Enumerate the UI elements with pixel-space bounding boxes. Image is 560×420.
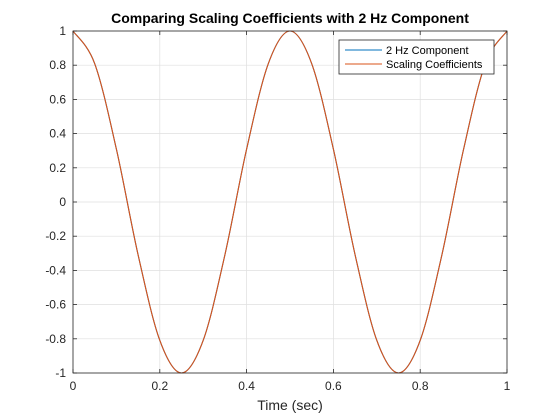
y-tick-label: -0.4 [45, 263, 66, 277]
legend-box [338, 39, 495, 75]
y-tick-label: 0.4 [49, 127, 66, 141]
y-tick-label: 0.2 [49, 161, 66, 175]
y-tick-label: 0 [59, 195, 66, 209]
x-axis-label: Time (sec) [257, 397, 323, 413]
y-tick-label: 1 [59, 24, 66, 38]
y-tick-label: -0.2 [45, 229, 66, 243]
legend: 2 Hz Component Scaling Coefficients [338, 39, 495, 75]
x-tick-label: 0.8 [412, 379, 429, 393]
x-tick-label: 0.4 [238, 379, 255, 393]
y-tick-label: -0.6 [45, 298, 66, 312]
legend-label-2hz: 2 Hz Component [386, 45, 469, 57]
chart-title: Comparing Scaling Coefficients with 2 Hz… [111, 10, 469, 26]
legend-label-scaling: Scaling Coefficients [386, 59, 483, 71]
ticks [72, 30, 508, 374]
y-tick-label: 0.6 [49, 92, 66, 106]
x-tick-label: 0.2 [151, 379, 168, 393]
x-tick-label: 0 [70, 379, 77, 393]
y-tick-label: -0.8 [45, 332, 66, 346]
y-tick-label: 0.8 [49, 58, 66, 72]
y-tick-label: -1 [55, 366, 66, 380]
tick-labels: 0 0.2 0.4 0.6 0.8 1 1 0.8 0.6 0.4 0.2 0 -0.2 -0.4 -0.6… [45, 24, 510, 393]
x-tick-label: 0.6 [325, 379, 342, 393]
x-tick-label: 1 [504, 379, 511, 393]
